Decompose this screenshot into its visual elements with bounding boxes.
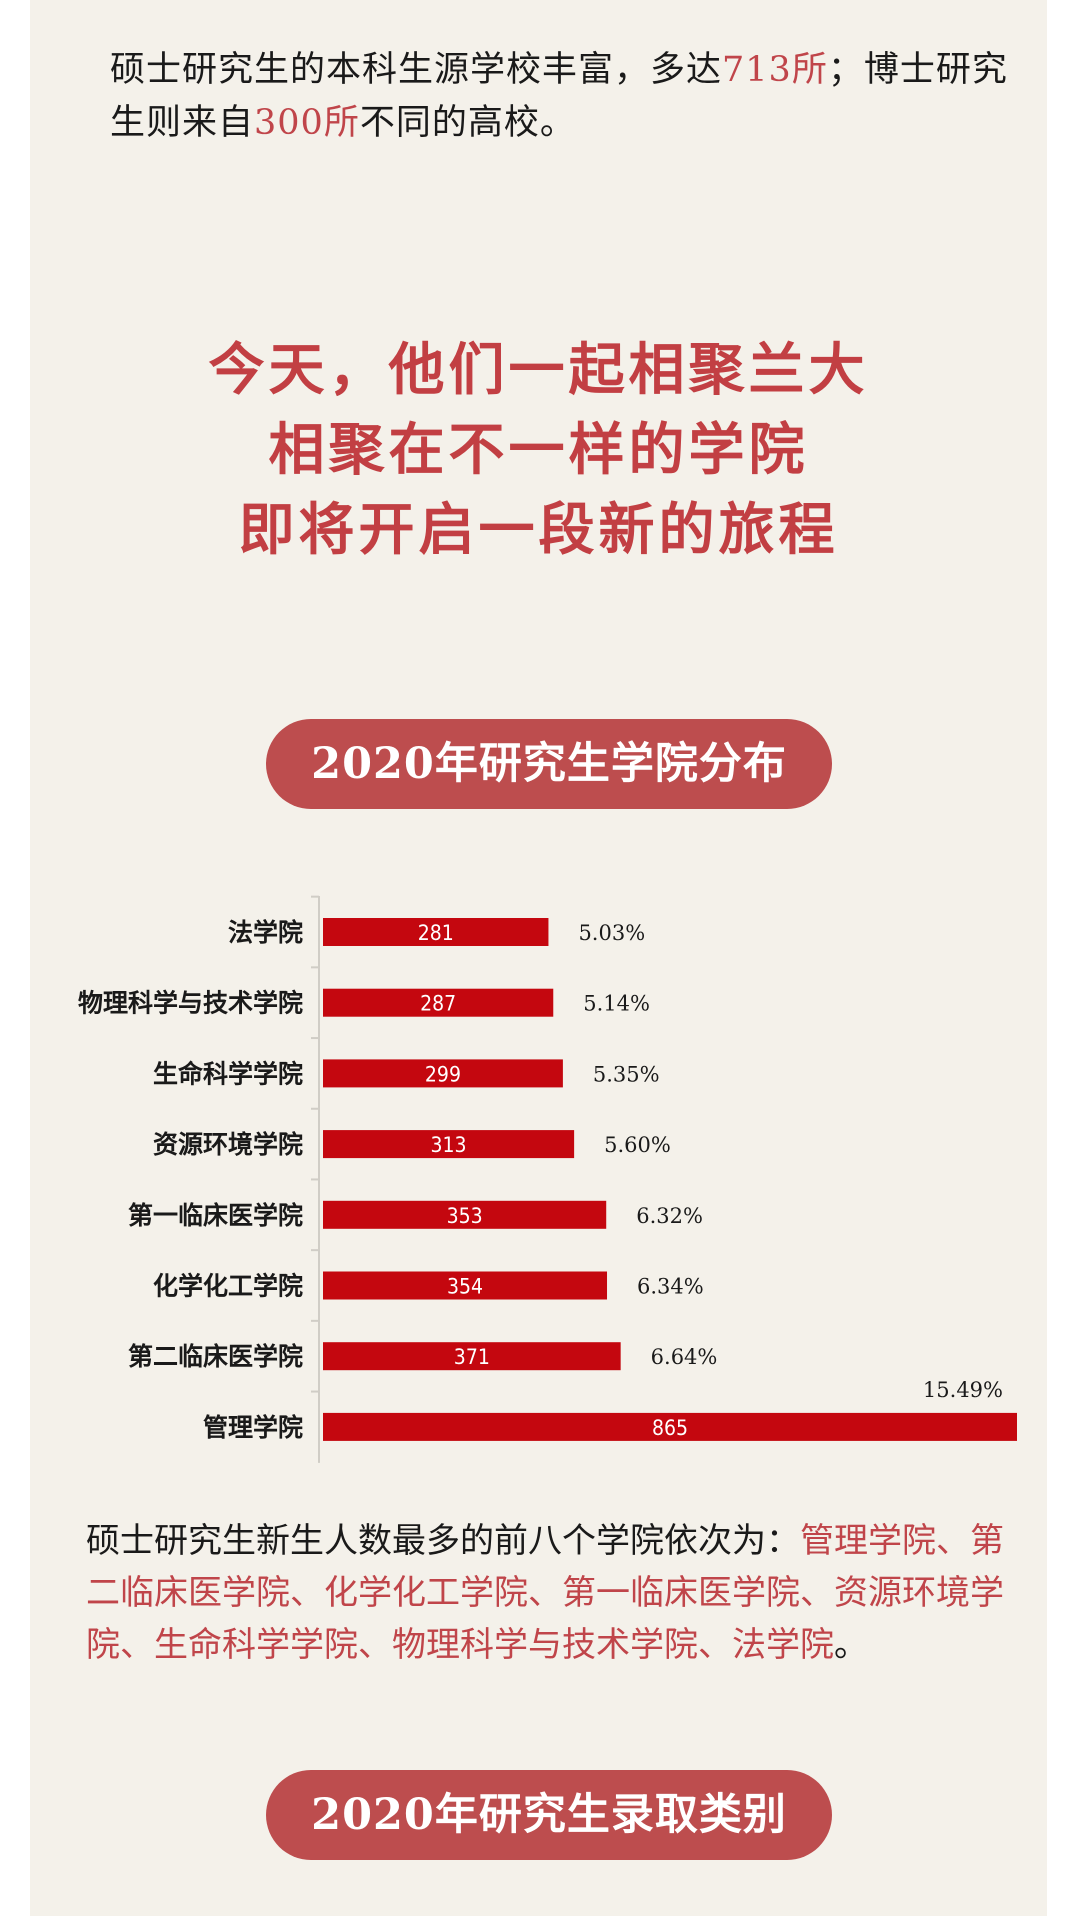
intro-count-doctoral-schools: 300所 (254, 103, 360, 143)
outro-lead: 硕士研究生新生人数最多的前八个学院依次为： (86, 1521, 800, 1561)
headline: 今天，他们一起相聚兰大 相聚在不一样的学院 即将开启一段新的旅程 (30, 330, 1047, 570)
outro-end: 。 (834, 1625, 868, 1665)
section-title-admission-category: 2020年研究生录取类别 (266, 1770, 832, 1860)
college-distribution-chart: 法学院 281 5.03% 物理科学与技术学院 287 5.14% 生命科学学院 299 5.3… (30, 890, 1047, 1470)
bar (323, 1342, 621, 1371)
percent-label: 5.03% (578, 921, 645, 945)
bar-value-label: 354 (447, 1275, 483, 1299)
intro-text-2: ；博士研究生则来自 (110, 50, 1008, 143)
category-label: 生命科学学院 (153, 1059, 303, 1088)
percent-label: 6.64% (651, 1345, 718, 1369)
bar-value-label: 865 (652, 1416, 688, 1440)
intro-text-3: 不同的高校。 (359, 103, 576, 143)
bar (323, 1271, 608, 1300)
intro-text-1: 硕士研究生的本科生源学校丰富，多达 (110, 50, 723, 90)
percent-label: 6.34% (637, 1275, 704, 1299)
category-label: 资源环境学院 (153, 1130, 303, 1159)
category-label: 化学化工学院 (153, 1272, 303, 1301)
category-label: 第二临床医学院 (128, 1342, 303, 1371)
bar (323, 1130, 575, 1159)
chart-svg: 法学院 281 5.03% 物理科学与技术学院 287 5.14% 生命科学学院 299 5.3… (78, 895, 1017, 1463)
percent-label: 5.14% (583, 992, 650, 1016)
bar-value-label: 281 (418, 921, 454, 945)
category-label: 第一临床医学院 (128, 1201, 303, 1230)
bar-value-label: 313 (431, 1133, 467, 1157)
bar (323, 988, 554, 1017)
bar-value-label: 353 (447, 1204, 483, 1228)
headline-line-3: 即将开启一段新的旅程 (238, 497, 839, 563)
bar (323, 918, 549, 946)
bar-value-label: 371 (454, 1345, 490, 1369)
percent-label: 6.32% (636, 1204, 703, 1228)
headline-line-1: 今天，他们一起相聚兰大 (208, 337, 869, 403)
percent-label: 15.49% (923, 1378, 1003, 1402)
bar (323, 1412, 1017, 1441)
bar (323, 1059, 563, 1088)
category-label: 物理科学与技术学院 (78, 989, 303, 1018)
category-label: 法学院 (228, 918, 303, 947)
category-label: 管理学院 (203, 1413, 303, 1442)
intro-paragraph: 硕士研究生的本科生源学校丰富，多达713所；博士研究生则来自300所不同的高校。 (110, 44, 1010, 150)
percent-label: 5.35% (593, 1062, 660, 1086)
section-title-college-distribution: 2020年研究生学院分布 (266, 719, 832, 809)
headline-line-2: 相聚在不一样的学院 (268, 417, 809, 483)
bar (323, 1200, 607, 1229)
page-panel: 硕士研究生的本科生源学校丰富，多达713所；博士研究生则来自300所不同的高校。… (30, 0, 1047, 1916)
percent-label: 5.60% (604, 1133, 671, 1157)
bar-value-label: 287 (420, 992, 456, 1016)
outro-paragraph: 硕士研究生新生人数最多的前八个学院依次为：管理学院、第二临床医学院、化学化工学院… (86, 1515, 1016, 1671)
outro-college-list: 管理学院、第二临床医学院、化学化工学院、第一临床医学院、资源环境学院、生命科学学… (86, 1521, 1004, 1665)
intro-count-undergrad-schools: 713所 (722, 50, 828, 90)
bar-value-label: 299 (425, 1062, 461, 1086)
